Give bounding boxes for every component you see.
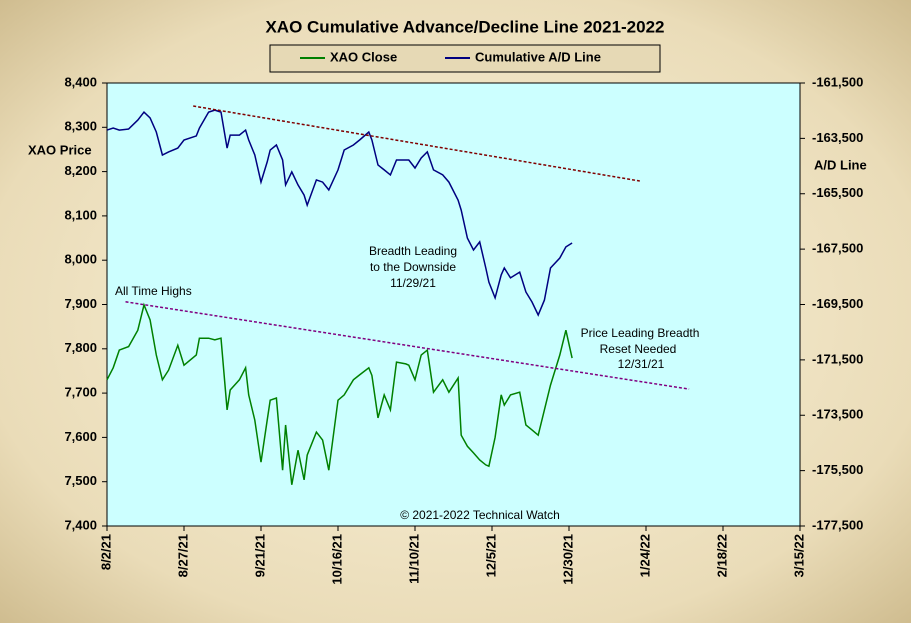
y2-tick-label: -177,500 [812,517,863,532]
y-tick-label: 8,100 [64,207,97,222]
y-tick-label: 7,400 [64,517,97,532]
y2-tick-label: -163,500 [812,130,863,145]
y-tick-label: 7,600 [64,429,97,444]
y-axis-label: XAO Price [28,142,92,157]
y-tick-label: 8,300 [64,119,97,134]
trend-line [125,301,690,390]
y-tick-label: 7,700 [64,385,97,400]
y-tick-label: 7,800 [64,340,97,355]
y-tick-label: 7,500 [64,473,97,488]
y-tick-label: 8,400 [64,74,97,89]
x-tick-label: 8/27/21 [175,534,190,577]
y2-tick-label: -165,500 [812,185,863,200]
y2-tick-label: -171,500 [812,351,863,366]
plot-area [106,82,801,527]
x-tick-label: 8/2/21 [98,534,113,570]
annotation: © 2021-2022 Technical Watch [400,508,560,522]
y2-tick-label: -161,500 [812,74,863,89]
x-tick-label: 12/30/21 [560,534,575,585]
y-tick-label: 7,900 [64,296,97,311]
x-tick-label: 9/21/21 [252,534,267,577]
legend-label: XAO Close [330,49,397,64]
annotation: Price Leading Breadth [581,326,700,340]
annotation: Reset Needed [600,342,677,356]
annotation: to the Downside [370,260,456,274]
y-tick-label: 8,000 [64,252,97,267]
annotation: All Time Highs [115,284,192,298]
x-tick-label: 2/18/22 [714,534,729,577]
y2-tick-label: -169,500 [812,296,863,311]
series-line [106,109,573,317]
annotation: 11/29/21 [390,276,436,290]
legend-label: Cumulative A/D Line [475,49,601,64]
annotation: 12/31/21 [618,357,665,371]
x-tick-label: 1/24/22 [637,534,652,577]
x-tick-label: 11/10/21 [406,534,421,584]
x-tick-label: 3/15/22 [791,534,806,577]
y-tick-label: 8,200 [64,163,97,178]
annotation: Breadth Leading [369,244,457,258]
x-tick-label: 12/5/21 [483,534,498,577]
y2-tick-label: -167,500 [812,241,863,256]
series-line [106,302,573,485]
x-tick-label: 10/16/21 [329,534,344,585]
trend-line [193,105,640,182]
y2-tick-label: -175,500 [812,462,863,477]
chart-title: XAO Cumulative Advance/Decline Line 2021… [265,17,664,36]
y2-tick-label: -173,500 [812,407,863,422]
y2-axis-label: A/D Line [814,157,867,172]
